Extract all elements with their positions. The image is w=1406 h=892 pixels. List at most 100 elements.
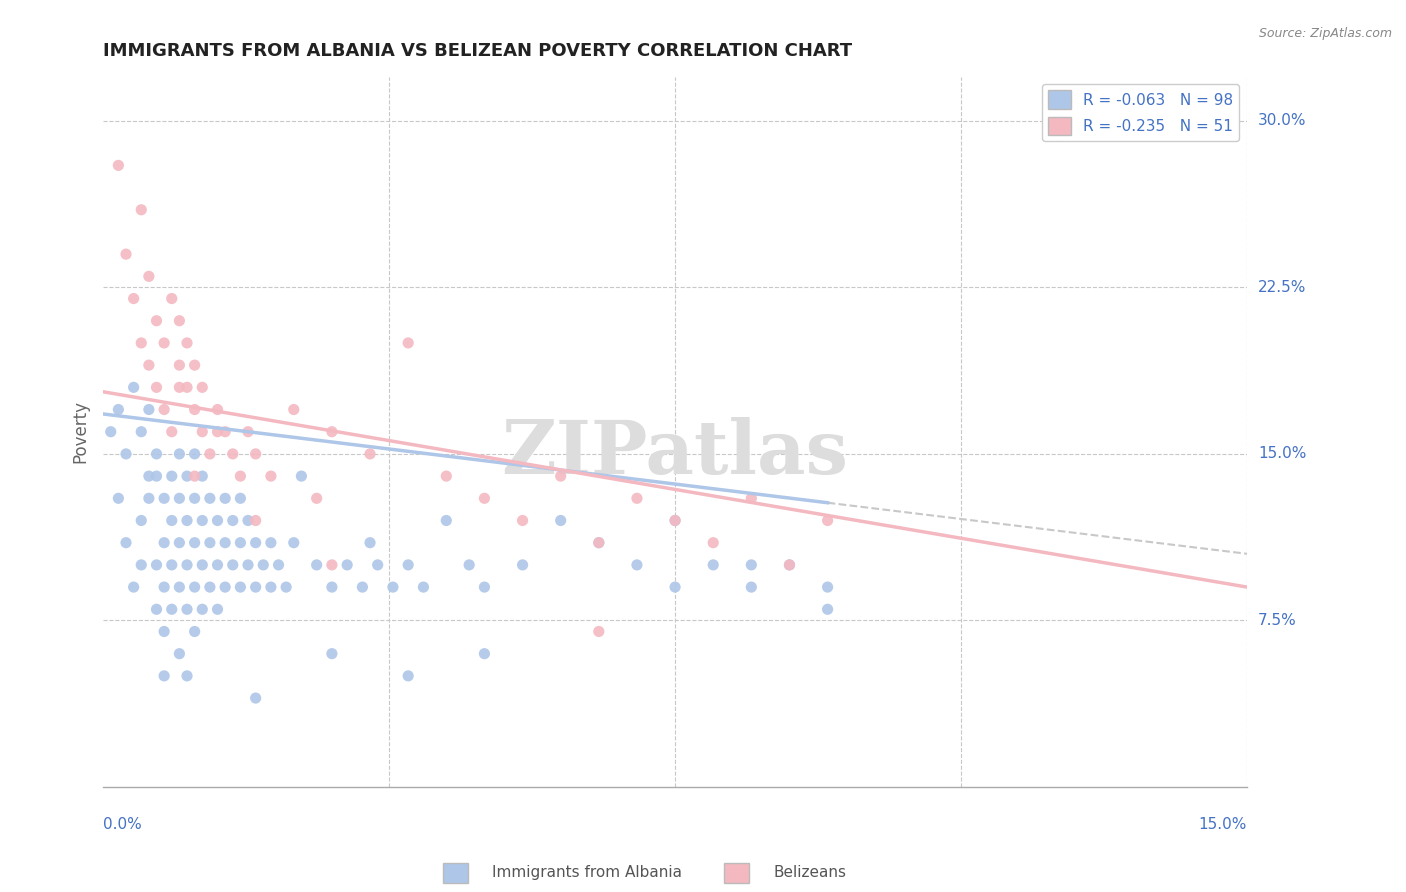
Point (138, 358, 160, 372)
Point (198, 491, 221, 506)
Point (198, 447, 221, 461)
Point (252, 558, 274, 572)
Point (138, 402, 160, 417)
Point (160, 602, 183, 616)
Point (352, 580, 374, 594)
Point (396, 558, 419, 572)
Point (153, 669, 176, 683)
Point (588, 624, 610, 639)
Point (160, 292, 183, 306)
Text: 15.0%: 15.0% (1199, 817, 1247, 832)
Point (474, 647, 496, 661)
Point (588, 535, 610, 549)
Point (664, 514, 686, 528)
Point (434, 469, 457, 483)
Point (740, 580, 762, 594)
Point (122, 580, 145, 594)
Point (396, 335, 419, 350)
Point (336, 558, 359, 572)
Point (191, 558, 214, 572)
Point (183, 535, 205, 549)
Point (207, 558, 229, 572)
Y-axis label: Poverty: Poverty (72, 401, 89, 463)
Point (183, 447, 205, 461)
Point (145, 469, 167, 483)
Point (129, 335, 152, 350)
Point (214, 580, 236, 594)
Point (305, 491, 328, 506)
Point (626, 558, 648, 572)
Point (817, 580, 839, 594)
Point (183, 469, 205, 483)
Point (260, 535, 283, 549)
Point (359, 447, 381, 461)
Point (176, 469, 198, 483)
Point (122, 292, 145, 306)
Point (245, 514, 267, 528)
Point (183, 580, 205, 594)
Point (474, 580, 496, 594)
Text: 22.5%: 22.5% (1258, 280, 1306, 295)
Point (236, 514, 259, 528)
Point (153, 402, 176, 417)
Point (169, 380, 191, 394)
Point (702, 558, 724, 572)
Point (169, 447, 191, 461)
Point (129, 514, 152, 528)
Text: 30.0%: 30.0% (1258, 113, 1306, 128)
Point (115, 247, 138, 261)
Point (321, 580, 343, 594)
Point (160, 425, 183, 439)
Point (176, 514, 198, 528)
Point (245, 580, 267, 594)
Point (740, 491, 762, 506)
Point (229, 469, 252, 483)
Text: IMMIGRANTS FROM ALBANIA VS BELIZEAN POVERTY CORRELATION CHART: IMMIGRANTS FROM ALBANIA VS BELIZEAN POVE… (103, 42, 852, 60)
Point (512, 558, 534, 572)
Point (283, 535, 305, 549)
Point (321, 558, 343, 572)
Point (740, 558, 762, 572)
Point (214, 425, 236, 439)
Point (222, 558, 245, 572)
Point (207, 514, 229, 528)
Point (160, 469, 183, 483)
Point (778, 558, 800, 572)
Point (176, 380, 198, 394)
Point (145, 447, 167, 461)
Point (107, 402, 129, 417)
Point (550, 514, 572, 528)
Point (145, 558, 167, 572)
Point (359, 535, 381, 549)
Point (138, 269, 160, 284)
Point (778, 558, 800, 572)
Point (176, 335, 198, 350)
Point (183, 402, 205, 417)
Point (183, 358, 205, 372)
Point (214, 491, 236, 506)
Point (160, 558, 183, 572)
Point (169, 647, 191, 661)
Point (145, 380, 167, 394)
Point (153, 624, 176, 639)
Point (222, 514, 245, 528)
Point (198, 580, 221, 594)
Point (169, 535, 191, 549)
Point (321, 647, 343, 661)
Point (290, 469, 312, 483)
Point (207, 425, 229, 439)
Point (245, 447, 267, 461)
Point (100, 425, 122, 439)
Point (122, 380, 145, 394)
Point (321, 425, 343, 439)
Point (153, 535, 176, 549)
Point (702, 535, 724, 549)
Point (191, 469, 214, 483)
Point (169, 580, 191, 594)
Point (236, 558, 259, 572)
Point (412, 580, 434, 594)
Point (191, 425, 214, 439)
Point (176, 558, 198, 572)
Point (153, 580, 176, 594)
Point (169, 358, 191, 372)
